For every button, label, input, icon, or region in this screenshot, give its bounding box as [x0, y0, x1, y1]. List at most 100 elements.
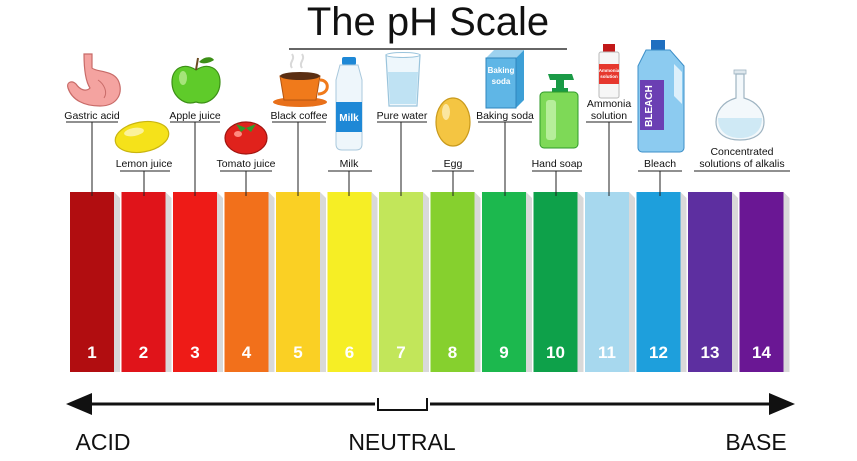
- ph-bar-fill: [636, 192, 681, 372]
- ph-axis-arrow: [66, 393, 795, 415]
- ph-bar-shadow: [783, 192, 790, 372]
- ph-bar-5: 5: [276, 192, 326, 372]
- ph-bar-13: 13: [688, 192, 738, 372]
- ph-value-label: 2: [139, 343, 148, 362]
- label-milk: Milk: [340, 158, 359, 170]
- ph-value-label: 9: [499, 343, 508, 362]
- bleach-icon-text: BLEACH: [644, 85, 655, 127]
- baking-soda-box-icon: Baking soda: [485, 50, 524, 109]
- ph-value-label: 10: [546, 343, 565, 362]
- ammonia-icon-text-line2: solution: [600, 74, 618, 79]
- ph-bar-10: 10: [533, 192, 584, 372]
- page-title: The pH Scale: [307, 0, 549, 44]
- ph-bar-shadow: [165, 192, 172, 372]
- ph-bar-9: 9: [482, 192, 532, 372]
- label-ammonia-line2: solution: [591, 110, 627, 122]
- tomato-icon: [224, 121, 268, 155]
- ph-bar-2: 2: [121, 192, 172, 372]
- ph-bar-shadow: [526, 192, 532, 372]
- ph-bar-shadow: [320, 192, 326, 372]
- soap-dispenser-icon: [539, 74, 579, 149]
- apple-icon: [171, 57, 221, 104]
- ph-bar-fill: [276, 192, 320, 372]
- label-baking-soda: Baking soda: [476, 110, 534, 122]
- label-egg: Egg: [444, 158, 463, 170]
- neutral-bracket: [377, 398, 428, 411]
- label-connectors: [66, 121, 790, 196]
- milk-icon-text: Milk: [339, 113, 359, 124]
- ph-bar-fill: [121, 192, 166, 372]
- egg-icon: [435, 97, 471, 147]
- ph-bar-12: 12: [636, 192, 687, 372]
- milk-bottle-icon: Milk: [335, 57, 363, 151]
- ph-value-label: 1: [87, 343, 96, 362]
- label-tomato-juice: Tomato juice: [217, 158, 276, 170]
- ph-bar-1: 1: [70, 192, 120, 372]
- ph-value-label: 4: [242, 343, 252, 362]
- label-bleach: Bleach: [644, 158, 676, 170]
- ph-bar-fill: [585, 192, 629, 372]
- ph-value-label: 12: [649, 343, 668, 362]
- item-labels: Gastric acid Lemon juice Apple juice Tom…: [64, 98, 784, 170]
- ph-bar-7: 7: [379, 192, 429, 372]
- ph-value-label: 7: [396, 343, 405, 362]
- ph-bar-11: 11: [585, 192, 635, 372]
- ph-bar-fill: [533, 192, 578, 372]
- ph-bar-shadow: [217, 192, 223, 372]
- arrow-left-icon: [66, 393, 92, 415]
- ph-value-label: 11: [598, 343, 616, 362]
- ph-bar-fill: [482, 192, 526, 372]
- ph-bar-6: 6: [327, 192, 378, 372]
- ph-bar-shadow: [268, 192, 275, 372]
- label-hand-soap: Hand soap: [532, 158, 583, 170]
- ph-bar-14: 14: [739, 192, 790, 372]
- ph-bar-fill: [327, 192, 372, 372]
- ph-bar-fill: [739, 192, 784, 372]
- label-alkalis-line1: Concentrated: [710, 146, 773, 158]
- ph-bar-8: 8: [430, 192, 481, 372]
- label-lemon-juice: Lemon juice: [116, 158, 173, 170]
- ph-bar-shadow: [577, 192, 584, 372]
- ph-bar-shadow: [629, 192, 635, 372]
- label-apple-juice: Apple juice: [169, 110, 221, 122]
- ph-bar-fill: [430, 192, 475, 372]
- water-glass-icon: [385, 52, 421, 107]
- ph-bar-fill: [173, 192, 217, 372]
- flask-icon: [715, 69, 765, 141]
- ph-value-label: 5: [293, 343, 302, 362]
- ph-bar-fill: [688, 192, 732, 372]
- ph-value-label: 8: [448, 343, 457, 362]
- ph-value-label: 6: [345, 343, 354, 362]
- ph-bar-shadow: [680, 192, 687, 372]
- label-pure-water: Pure water: [377, 110, 428, 122]
- acid-label: ACID: [76, 429, 131, 455]
- ph-bar-shadow: [474, 192, 481, 372]
- ph-bar-fill: [70, 192, 114, 372]
- stomach-icon: [67, 53, 121, 107]
- label-gastric-acid: Gastric acid: [64, 110, 120, 122]
- ph-bar-shadow: [114, 192, 120, 372]
- ph-bar-fill: [224, 192, 269, 372]
- base-label: BASE: [725, 429, 786, 455]
- label-alkalis-line2: solutions of alkalis: [699, 158, 784, 170]
- ph-bar-shadow: [732, 192, 738, 372]
- ph-bar-shadow: [371, 192, 378, 372]
- ph-bar-3: 3: [173, 192, 223, 372]
- neutral-label: NEUTRAL: [348, 429, 456, 455]
- ph-bar-fill: [379, 192, 423, 372]
- bleach-bottle-icon: BLEACH: [637, 40, 685, 153]
- ph-value-label: 14: [752, 343, 771, 362]
- label-black-coffee: Black coffee: [270, 110, 327, 122]
- ph-bars: 1 2 3 4 5 6 7 8 9 10 11 12 13 14: [70, 192, 790, 372]
- baking-soda-icon-text-line1: Baking: [488, 66, 515, 75]
- ammonia-bottle-icon: Ammonia solution: [598, 44, 620, 99]
- baking-soda-icon-text-line2: soda: [492, 77, 511, 86]
- ph-bar-4: 4: [224, 192, 275, 372]
- lemon-icon: [114, 120, 170, 154]
- coffee-cup-icon: [273, 53, 329, 107]
- ammonia-icon-text-line1: Ammonia: [599, 68, 620, 73]
- ph-bar-shadow: [423, 192, 429, 372]
- ph-value-label: 3: [190, 343, 199, 362]
